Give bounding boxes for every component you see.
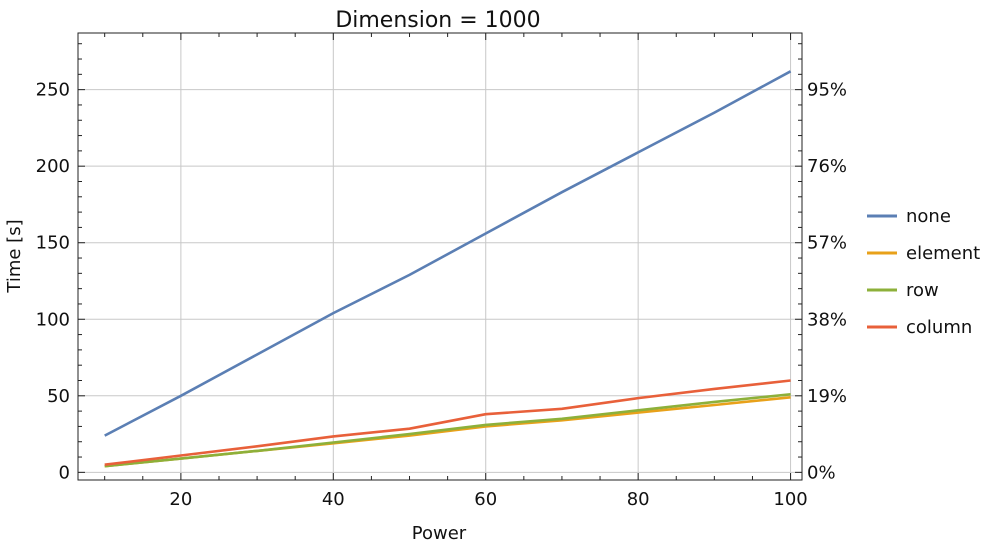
y-axis-label: Time [s] <box>4 219 25 293</box>
right-tick-label: 19% <box>807 386 847 407</box>
right-tick-label: 57% <box>807 233 847 254</box>
legend-label-none: none <box>906 206 951 227</box>
axis-ticks <box>78 33 802 480</box>
x-tick-label: 80 <box>627 489 650 510</box>
y-tick-label: 250 <box>36 80 70 101</box>
series-line-none <box>104 70 792 437</box>
y-tick-label: 0 <box>59 462 70 483</box>
right-tick-label: 95% <box>807 80 847 101</box>
plot-frame <box>77 32 803 481</box>
right-tick-label: 38% <box>807 309 847 330</box>
y-tick-label: 150 <box>36 233 70 254</box>
chart-title: Dimension = 1000 <box>335 8 540 33</box>
x-tick-label: 100 <box>773 489 807 510</box>
right-tick-label: 0% <box>807 462 836 483</box>
x-tick-label: 20 <box>169 489 192 510</box>
y-tick-label: 200 <box>36 156 70 177</box>
x-tick-label: 60 <box>474 489 497 510</box>
series-line-row <box>104 393 791 468</box>
legend-label-element: element <box>906 243 980 264</box>
x-tick-label: 40 <box>322 489 345 510</box>
series-line-column <box>104 379 791 466</box>
x-axis-label: Power <box>412 523 467 544</box>
y-tick-label: 50 <box>47 386 70 407</box>
y-tick-label: 100 <box>36 309 70 330</box>
legend-label-row: row <box>906 280 939 301</box>
tick-labels: 20 40 60 80 100 0 50 100 150 200 250 0% 19% 38% 57% 76%… <box>36 80 847 510</box>
grid-lines <box>78 33 802 480</box>
legend-label-column: column <box>906 317 972 338</box>
legend: none element row column <box>867 206 980 338</box>
right-tick-label: 76% <box>807 156 847 177</box>
series-lines <box>104 70 792 468</box>
